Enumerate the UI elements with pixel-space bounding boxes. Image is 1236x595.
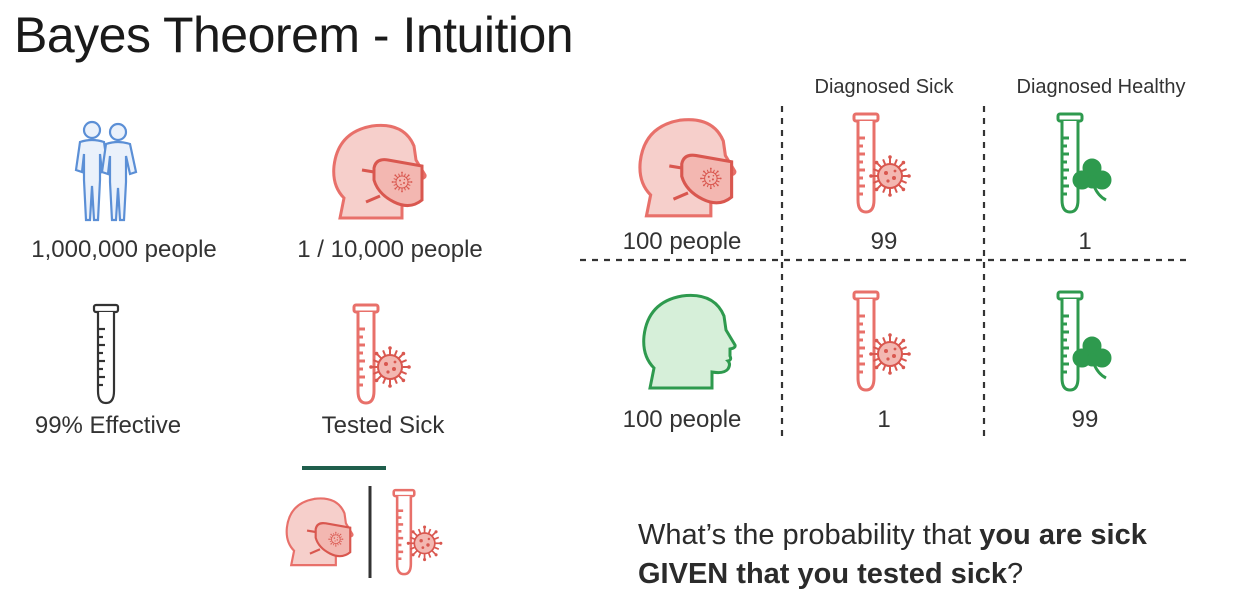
given-divider — [302, 466, 386, 470]
population-label: 1,000,000 people — [31, 236, 217, 263]
sick-head-icon — [332, 123, 427, 220]
question-bold2: GIVEN that you tested sick — [638, 558, 1008, 590]
sick-test-tube-icon — [852, 290, 912, 392]
healthy-test-tube-icon — [1056, 112, 1113, 214]
table-grid — [580, 106, 1188, 436]
row2-group-label: 100 people — [622, 406, 742, 433]
question-text: What’s the probability that you are sick… — [638, 516, 1147, 594]
page-title: Bayes Theorem - Intuition — [14, 7, 574, 63]
col-header-diagnosed-healthy: Diagnosed Healthy — [1016, 76, 1186, 98]
given-bar — [368, 486, 372, 578]
col-header-diagnosed-sick: Diagnosed Sick — [814, 76, 954, 98]
tested-sick-label: Tested Sick — [321, 412, 445, 439]
sick-test-tube-icon — [352, 303, 412, 405]
sick-test-tube-icon — [852, 112, 912, 214]
sick-head-icon — [638, 118, 737, 218]
sick-test-tube-icon — [392, 488, 444, 576]
row1-diagnosed-healthy-value: 1 — [1078, 228, 1092, 255]
healthy-head-icon — [642, 293, 737, 390]
row2-diagnosed-healthy-value: 99 — [1071, 406, 1099, 433]
sick-head-icon — [285, 497, 354, 567]
question-part2: ? — [1007, 558, 1024, 590]
row1-diagnosed-sick-value: 99 — [870, 228, 898, 255]
test-tube-icon — [92, 303, 120, 405]
row1-group-label: 100 people — [622, 228, 742, 255]
row2-diagnosed-sick-value: 1 — [877, 406, 891, 433]
question-bold1: you are sick — [979, 519, 1147, 551]
sick-rate-label: 1 / 10,000 people — [297, 236, 483, 263]
people-icon — [74, 120, 138, 222]
test-accuracy-label: 99% Effective — [34, 412, 182, 439]
healthy-test-tube-icon — [1056, 290, 1113, 392]
question-part1: What’s the probability that — [638, 519, 980, 551]
